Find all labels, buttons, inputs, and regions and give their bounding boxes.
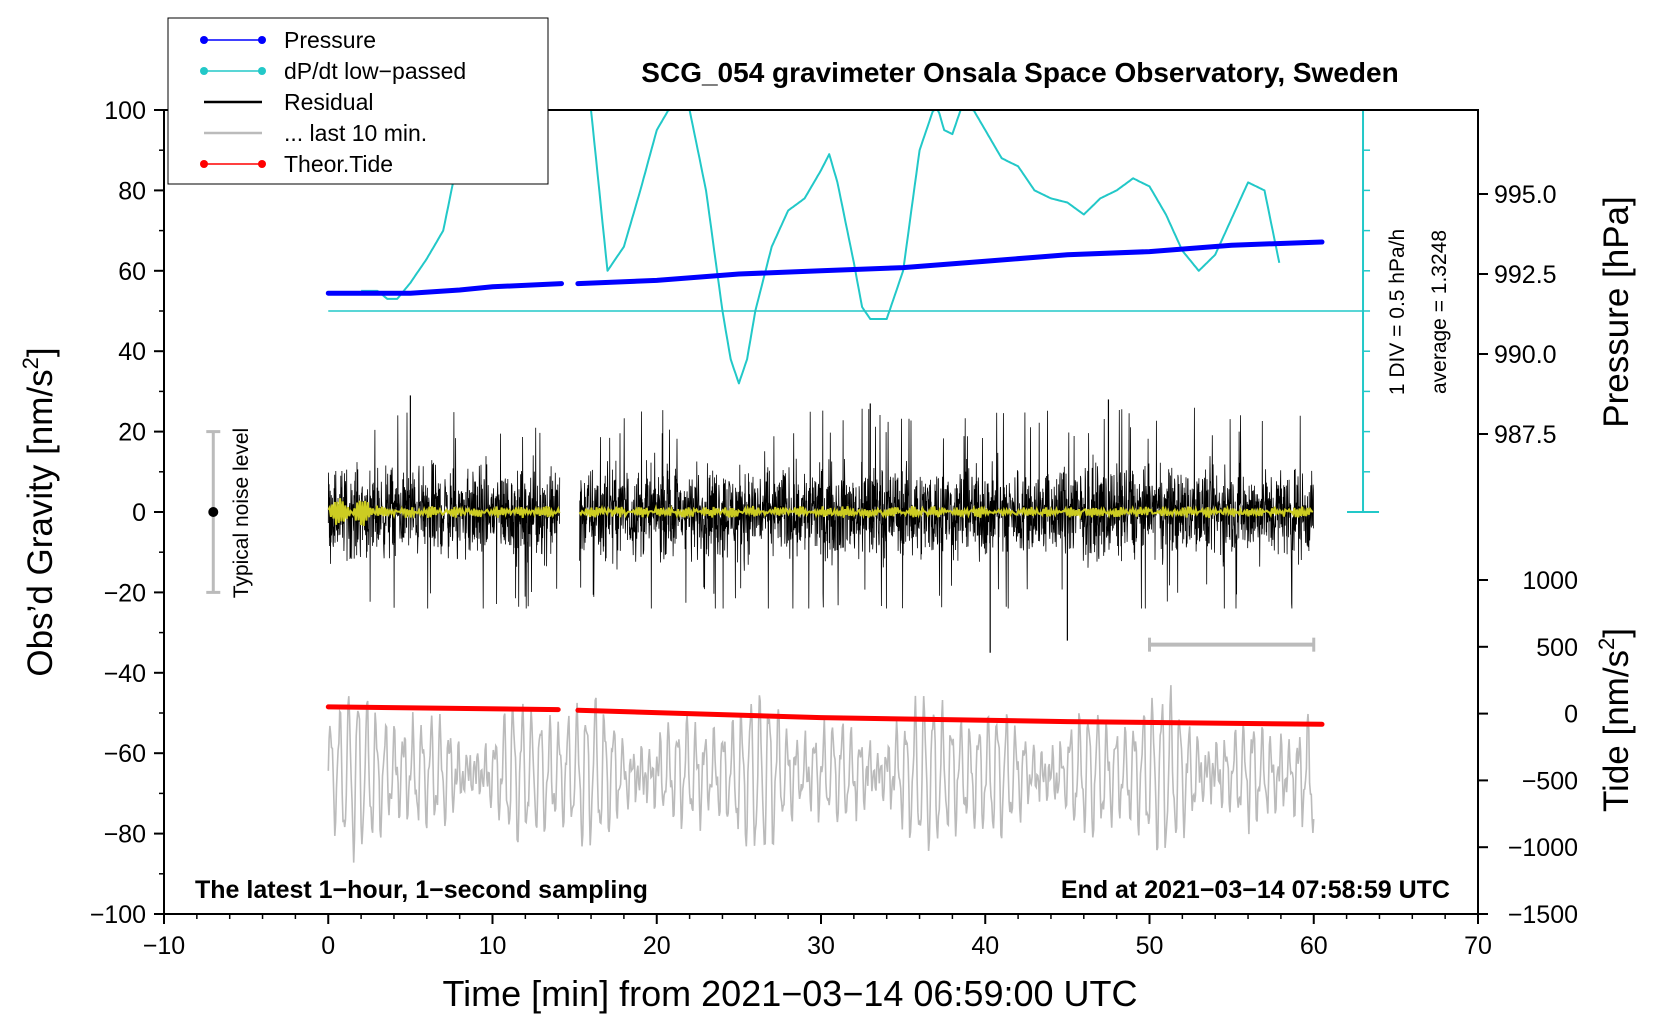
y-tick-label: −80 [104,821,146,849]
pressure-tick-label: 992.5 [1494,261,1557,289]
y-axis-label-tide: Tide [nm/s2] [1594,628,1636,812]
legend-marker [200,36,208,44]
residual-smoothed-line [327,498,561,527]
y-tick-label: 0 [132,499,146,527]
pressure-tick-label: 995.0 [1494,181,1557,209]
y-axis-label-left-sup: 2 [18,357,43,369]
y-tick-label: −20 [104,579,146,607]
residual-smoothed-series [327,498,1314,527]
y-axis-label-left: Obs’d Gravity [nm/s2] [18,347,60,676]
x-tick-label: 70 [1464,932,1492,960]
y-axis-label-pressure: Pressure [hPa] [1597,196,1636,428]
y-tick-label: −40 [104,660,146,688]
x-tick-label: 0 [321,932,335,960]
y-tick-label: 40 [118,338,146,366]
tide-tick-label: −500 [1522,767,1578,795]
x-tick-label: 10 [479,932,507,960]
dpdt-scale-label: 1 DIV = 0.5 hPa/h [1386,229,1409,395]
legend-marker [258,67,266,75]
annotation-bottom-left: The latest 1−hour, 1−second sampling [195,876,648,904]
legend-marker [258,36,266,44]
x-tick-label: 40 [971,932,999,960]
y-tick-label: −60 [104,740,146,768]
legend-marker [258,160,266,168]
last-10-min-series [327,637,1316,863]
dpdt-average-label: average = 1.3248 [1428,230,1451,394]
tide-tick-label: 1000 [1522,567,1578,595]
x-tick-label: 20 [643,932,671,960]
x-tick-label: 50 [1136,932,1164,960]
axes: −10 0 10 20 30 40 50 60 70−100−80−60−40−20020406… [90,97,1578,960]
y-tick-label: 100 [104,97,146,125]
y-tick-label: 20 [118,419,146,447]
y-tick-label: −100 [90,901,146,929]
legend-marker [200,67,208,75]
pressure-series [325,239,1325,296]
chart-extras [206,430,221,594]
x-axis-label: Time [min] from 2021−03−14 06:59:00 UTC [442,973,1137,1014]
legend-marker [200,160,208,168]
noise-level-label: Typical noise level [230,428,253,598]
legend-label: Theor.Tide [284,151,393,177]
chart-title: SCG_054 gravimeter Onsala Space Observat… [641,57,1398,88]
theor-tide-line [325,704,561,713]
residual-smoothed-line [578,504,1314,520]
tide-tick-label: −1500 [1508,901,1578,929]
pressure-tick-label: 990.0 [1494,341,1557,369]
residual-line [579,407,1314,609]
theor-tide-series [325,704,1325,727]
noise-bar-center [208,507,219,517]
legend: Pressure dP/dt low−passed Residual ... last… [167,17,549,185]
annotation-bottom-right: End at 2021−03−14 07:58:59 UTC [1061,876,1450,904]
x-tick-label: 30 [807,932,835,960]
pressure-tick-label: 987.5 [1494,421,1557,449]
tide-tick-label: −1000 [1508,834,1578,862]
tide-tick-label: 500 [1536,634,1578,662]
pressure-line [325,281,564,296]
theor-tide-line [575,707,1325,727]
x-tick-label: 60 [1300,932,1328,960]
y-axis-label-left-end: ] [21,347,60,357]
y-axis-label-left-main: Obs’d Gravity [nm/s [21,369,60,676]
y-tick-label: 60 [118,258,146,286]
legend-label: dP/dt low−passed [284,58,466,84]
residual-series [327,395,1314,653]
y-axis-label-tide-sup: 2 [1594,638,1619,650]
legend-label: ... last 10 min. [284,120,427,146]
tide-tick-label: 0 [1564,701,1578,729]
y-tick-label: 80 [118,177,146,205]
y-axis-label-tide-main: Tide [nm/s [1597,650,1636,812]
pressure-line [575,239,1325,287]
last-10-min-line [327,685,1315,863]
x-tick-label: −10 [143,932,185,960]
legend-label: Residual [284,89,374,115]
y-axis-label-tide-end: ] [1597,628,1636,638]
legend-label: Pressure [284,27,376,53]
